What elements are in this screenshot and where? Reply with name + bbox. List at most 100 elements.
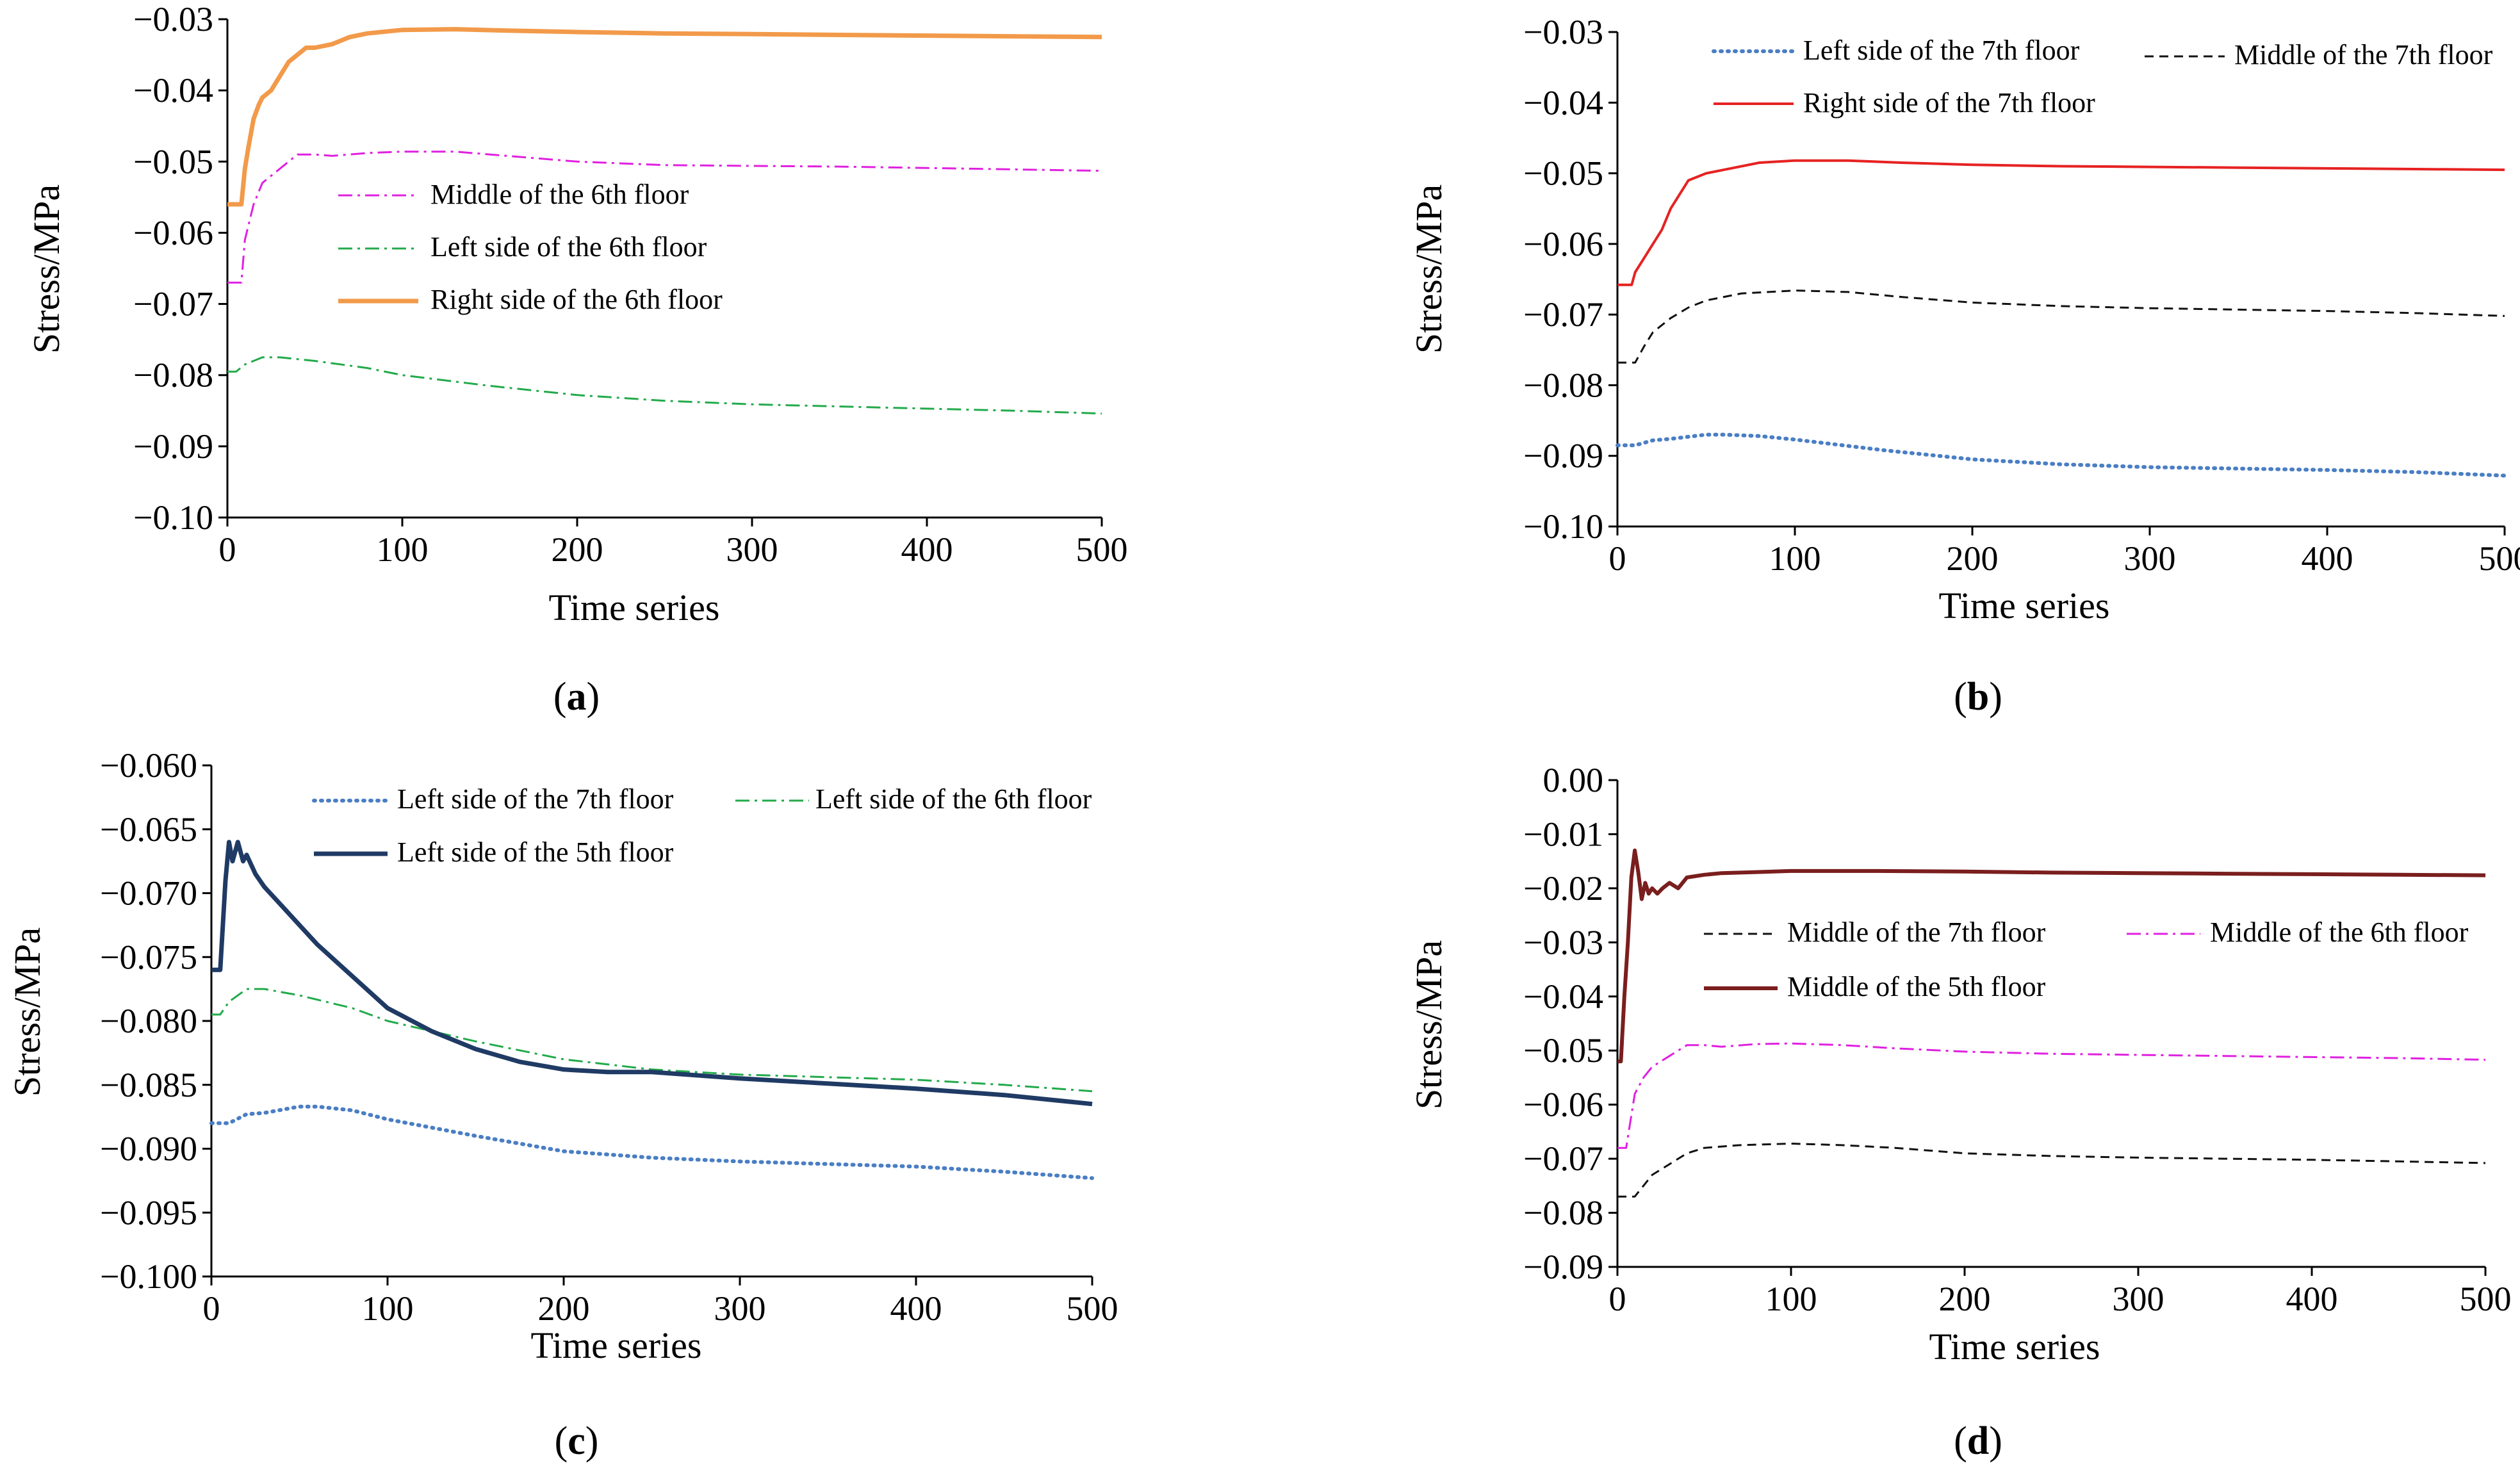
panel-a-legend-label-1: Left side of the 6th floor <box>430 231 707 263</box>
panel-a-xlabel: Time series <box>549 587 720 628</box>
panel-a-series-2-line <box>227 27 1102 207</box>
panel-c-ytick-label: −0.090 <box>100 1130 197 1168</box>
panel-a-legend-label-2: Right side of the 6th floor <box>430 284 723 315</box>
panel-a-caption-letter: a <box>567 675 587 719</box>
panel-d-caption-letter: d <box>1967 1419 1989 1463</box>
panel-d-ytick-label: −0.09 <box>1523 1248 1603 1286</box>
panel-a-series-0-line <box>227 151 1102 284</box>
panel-c-xtick-label: 400 <box>890 1289 942 1328</box>
panel-a-plot: −0.03 −0.04 −0.05 −0.06 −0.07 −0.08 −0.09 −0.10… <box>133 0 1127 569</box>
panel-a-ylabel: Stress/MPa <box>26 184 67 354</box>
panel-a-caption: (a) <box>553 675 600 719</box>
panel-c-caption-letter: c <box>568 1419 585 1463</box>
panel-c-xtick-label: 100 <box>362 1289 414 1328</box>
panel-d-xtick-label: 400 <box>2286 1280 2338 1318</box>
panel-c-legend-label-1: Left side of the 6th floor <box>815 783 1092 815</box>
panel-a-series-1-line <box>227 356 1102 415</box>
panel-d-ytick-label: −0.07 <box>1523 1139 1603 1178</box>
panel-d-ytick-label: 0.00 <box>1543 761 1604 799</box>
panel-b-ytick-label: −0.07 <box>1523 295 1603 334</box>
panel-d-series-0-line <box>1617 1143 2486 1198</box>
panel-c-ytick-label: −0.060 <box>100 746 197 785</box>
panel-d-plot: 0.00 −0.01 −0.02 −0.03 −0.04 −0.05 −0.06 −0.07 −… <box>1523 761 2511 1318</box>
panel-b-plot: −0.03 −0.04 −0.05 −0.06 −0.07 −0.08 −0.09 −0.10… <box>1523 13 2520 578</box>
panel-c-ytick-label: −0.070 <box>100 874 197 913</box>
panel-a-ytick-label: −0.04 <box>133 71 213 110</box>
panel-d-series-2-line <box>1617 848 2486 1064</box>
panel-a-legend-label-0: Middle of the 6th floor <box>430 179 689 210</box>
panel-a-xtick-label: 300 <box>726 530 778 569</box>
panel-d-xtick-label: 500 <box>2460 1280 2512 1318</box>
panel-d: 0.00 −0.01 −0.02 −0.03 −0.04 −0.05 −0.06 −0.07 −… <box>1408 761 2512 1463</box>
panel-a-ytick-label: −0.03 <box>133 0 213 38</box>
panel-d-ytick-label: −0.05 <box>1523 1031 1603 1070</box>
panel-b-ytick-label: −0.10 <box>1523 507 1603 546</box>
panel-c-xtick-label: 0 <box>203 1289 220 1328</box>
panel-b-ytick-label: −0.08 <box>1523 366 1603 404</box>
panel-b-xtick-label: 100 <box>1769 539 1821 578</box>
panel-a: −0.03 −0.04 −0.05 −0.06 −0.07 −0.08 −0.09 −0.10… <box>26 0 1128 719</box>
panel-d-ytick-label: −0.08 <box>1523 1194 1603 1232</box>
panel-d-legend-label-2: Middle of the 5th floor <box>1787 971 2046 1002</box>
panel-d-ytick-label: −0.01 <box>1523 815 1603 853</box>
panel-c-ytick-label: −0.080 <box>100 1002 197 1040</box>
panel-b-xtick-label: 300 <box>2124 539 2176 578</box>
panel-a-ytick-label: −0.08 <box>133 356 213 395</box>
panel-c-xtick-label: 200 <box>538 1289 590 1328</box>
panel-b-xtick-label: 0 <box>1609 539 1626 578</box>
panel-c-ylabel: Stress/MPa <box>6 927 48 1097</box>
panel-c-ytick-label: −0.095 <box>100 1193 197 1232</box>
panel-b-xtick-label: 200 <box>1947 539 1999 578</box>
panel-a-xtick-label: 0 <box>219 530 236 569</box>
panel-d-ytick-label: −0.03 <box>1523 923 1603 961</box>
panel-c-caption: (c) <box>555 1419 599 1463</box>
panel-d-series-1-line <box>1617 1042 2486 1149</box>
panel-d-caption: (d) <box>1954 1419 2002 1463</box>
panel-b-xtick-label: 500 <box>2479 539 2520 578</box>
panel-a-xtick-label: 500 <box>1076 530 1128 569</box>
panel-d-xlabel: Time series <box>1929 1326 2100 1367</box>
panel-b-caption: (b) <box>1954 675 2002 719</box>
panel-c-ytick-label: −0.100 <box>100 1257 197 1296</box>
panel-a-ytick-label: −0.06 <box>133 213 213 252</box>
panel-c-ytick-label: −0.065 <box>100 810 197 849</box>
panel-d-ytick-label: −0.02 <box>1523 869 1603 908</box>
panel-d-xtick-label: 100 <box>1765 1280 1817 1318</box>
panel-b-xlabel: Time series <box>1939 585 2110 626</box>
panel-c-series-2-line <box>211 840 1093 1107</box>
panel-b-ytick-label: −0.09 <box>1523 437 1603 475</box>
panel-b-legend-label-2: Right side of the 7th floor <box>1803 87 2095 118</box>
panel-d-ylabel: Stress/MPa <box>1408 940 1450 1109</box>
panel-b-series-1-line <box>1617 290 2505 364</box>
panel-d-xtick-label: 0 <box>1609 1280 1626 1318</box>
panel-b-ytick-label: −0.04 <box>1523 83 1603 122</box>
panel-b-ytick-label: −0.06 <box>1523 225 1603 263</box>
panel-b-xtick-label: 400 <box>2302 539 2353 578</box>
panel-b-series-0-line <box>1616 432 2507 478</box>
panel-a-ytick-label: −0.10 <box>133 498 213 537</box>
panel-a-xtick-label: 200 <box>552 530 603 569</box>
panel-a-xtick-label: 400 <box>901 530 953 569</box>
panel-b-legend-label-1: Middle of the 7th floor <box>2234 39 2493 70</box>
panel-c-ytick-label: −0.075 <box>100 938 197 976</box>
panel-b-legend-label-0: Left side of the 7th floor <box>1803 35 2080 66</box>
panel-c-plot: −0.060 −0.065 −0.070 −0.075 −0.080 −0.085 −0.0… <box>100 746 1118 1328</box>
panel-c-xtick-label: 300 <box>714 1289 766 1328</box>
panel-c-xlabel: Time series <box>531 1325 702 1366</box>
panel-d-xtick-label: 300 <box>2113 1280 2164 1318</box>
panel-c-series-0-line <box>209 1104 1094 1180</box>
panel-b-ytick-label: −0.03 <box>1523 13 1603 51</box>
panel-a-xtick-label: 100 <box>377 530 429 569</box>
panel-b-caption-letter: b <box>1967 675 1989 719</box>
panel-b-series-2-line <box>1617 159 2505 286</box>
panel-c-ytick-label: −0.085 <box>100 1066 197 1104</box>
panel-a-ytick-label: −0.07 <box>133 285 213 323</box>
panel-d-ytick-label: −0.06 <box>1523 1086 1603 1124</box>
panel-d-ytick-label: −0.04 <box>1523 977 1603 1016</box>
panel-c-xtick-label: 500 <box>1067 1289 1118 1328</box>
panel-d-xtick-label: 200 <box>1939 1280 1991 1318</box>
panel-a-ytick-label: −0.09 <box>133 427 213 466</box>
panel-d-legend-label-0: Middle of the 7th floor <box>1787 917 2046 948</box>
panel-d-legend-label-1: Middle of the 6th floor <box>2210 917 2469 948</box>
